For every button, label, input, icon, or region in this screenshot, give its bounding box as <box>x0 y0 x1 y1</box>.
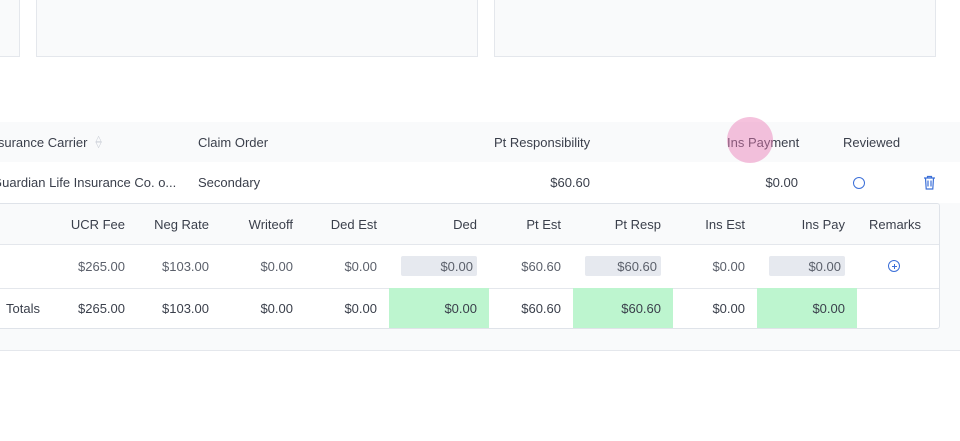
ins-est-value: $0.00 <box>712 258 745 274</box>
pt-resp-input[interactable]: $60.60 <box>585 256 661 276</box>
reviewed-toggle[interactable] <box>853 162 865 203</box>
totals-label: Totals <box>6 301 40 316</box>
pt-resp-input-cell[interactable]: $60.60 <box>585 244 661 288</box>
top-panel-left <box>0 0 20 57</box>
carrier-header[interactable]: Insurance Carrier △▽ <box>0 122 102 162</box>
ins-pay-input[interactable]: $0.00 <box>769 256 845 276</box>
total-neg-rate: $103.00 <box>162 301 209 316</box>
carrier-header-label: Insurance Carrier <box>0 134 88 150</box>
reviewed-header: Reviewed <box>843 134 901 150</box>
pt-responsibility-value: $60.60 <box>550 175 590 190</box>
total-ins-pay: $0.00 <box>757 288 857 328</box>
ded-header: Ded <box>453 216 477 232</box>
total-pt-est: $60.60 <box>521 301 561 316</box>
ded-input-cell[interactable]: $0.00 <box>401 244 477 288</box>
total-writeoff: $0.00 <box>260 301 293 316</box>
pt-responsibility-header: Pt Responsibility <box>494 134 591 150</box>
ins-pay-input-cell[interactable]: $0.00 <box>769 244 845 288</box>
pt-est-value: $60.60 <box>521 258 561 274</box>
add-remark-button[interactable] <box>888 244 900 288</box>
total-ded-est: $0.00 <box>344 301 377 316</box>
top-panel-right <box>494 0 936 57</box>
ins-payment-value: $0.00 <box>765 175 798 190</box>
table-row: $265.00 $103.00 $0.00 $0.00 $0.00 $60.60… <box>0 244 939 289</box>
ins-payment-header: Ins Payment <box>727 134 800 150</box>
total-pt-resp: $60.60 <box>573 288 673 328</box>
ded-est-value: $0.00 <box>344 258 377 274</box>
ucr-fee-value: $265.00 <box>78 258 125 274</box>
circle-icon[interactable] <box>853 176 865 189</box>
totals-row: Totals $265.00 $103.00 $0.00 $0.00 $0.00… <box>0 288 939 328</box>
procedure-table: UCR Fee Neg Rate Writeoff Ded Est Ded Pt… <box>0 203 940 329</box>
total-ded: $0.00 <box>389 288 489 328</box>
neg-rate-value: $103.00 <box>162 258 209 274</box>
sort-icon[interactable]: △ ▽ <box>95 134 102 149</box>
ucr-fee-header: UCR Fee <box>70 216 125 232</box>
ins-pay-header: Ins Pay <box>801 216 845 232</box>
total-ucr-fee: $265.00 <box>78 301 125 316</box>
table-row[interactable]: Guardian Life Insurance Co. o... Seconda… <box>0 162 960 203</box>
procedure-table-header: UCR Fee Neg Rate Writeoff Ded Est Ded Pt… <box>0 204 939 245</box>
remarks-header: Remarks <box>869 216 922 232</box>
top-panel-middle <box>36 0 478 57</box>
writeoff-header: Writeoff <box>248 216 293 232</box>
claim-order-header: Claim Order <box>198 134 269 150</box>
plus-circle-icon[interactable] <box>888 260 900 272</box>
claim-order-value: Secondary <box>198 175 261 190</box>
claims-table-header: Insurance Carrier △▽ Claim Order Pt Resp… <box>0 122 960 163</box>
pt-est-header: Pt Est <box>526 216 561 232</box>
ins-est-header: Ins Est <box>705 216 745 232</box>
trash-icon[interactable] <box>923 162 936 203</box>
neg-rate-header: Neg Rate <box>154 216 209 232</box>
ded-est-header: Ded Est <box>330 216 377 232</box>
writeoff-value: $0.00 <box>260 258 293 274</box>
pt-resp-header: Pt Resp <box>614 216 661 232</box>
ded-input[interactable]: $0.00 <box>401 256 477 276</box>
carrier-name[interactable]: Guardian Life Insurance Co. o... <box>0 175 177 190</box>
total-ins-est: $0.00 <box>712 301 745 316</box>
